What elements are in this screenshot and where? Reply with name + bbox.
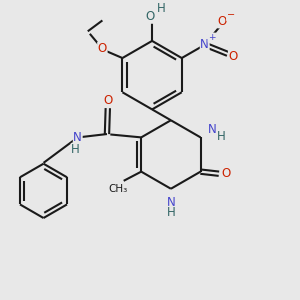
Text: +: + [208,33,216,42]
Text: O: O [221,167,230,180]
Text: O: O [218,15,227,28]
Text: H: H [71,143,80,156]
Text: H: H [157,2,166,15]
Text: N: N [208,123,217,136]
Text: H: H [217,130,226,143]
Text: O: O [103,94,112,107]
Text: N: N [74,131,82,144]
Text: H: H [167,206,175,220]
Text: O: O [229,50,238,63]
Text: N: N [200,38,209,51]
Text: −: − [226,11,235,20]
Text: O: O [98,42,107,55]
Text: N: N [167,196,175,208]
Text: O: O [146,10,154,23]
Text: CH₃: CH₃ [109,184,128,194]
